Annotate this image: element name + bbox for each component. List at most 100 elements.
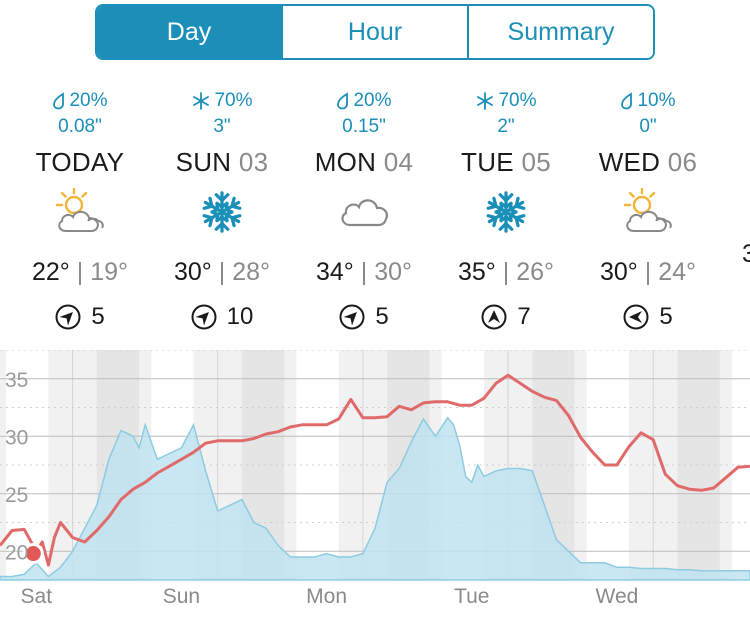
snow-small-icon xyxy=(193,92,210,110)
day-column-sun[interactable]: 70% 3" SUN 03 30° | 28° 10 xyxy=(152,88,292,332)
wind: 7 xyxy=(436,302,576,332)
raindrop-icon xyxy=(621,92,633,110)
day-name-label: MON xyxy=(314,147,377,177)
precip-amount: 2" xyxy=(497,116,515,137)
precip-chance: 20% xyxy=(10,88,150,114)
y-tick-label: 20 xyxy=(5,541,28,564)
wind-direction-icon xyxy=(191,304,217,330)
x-day-label: Tue xyxy=(454,585,489,608)
precip-amount: 0.08" xyxy=(58,116,102,137)
precip-chance-value: 10% xyxy=(637,90,676,111)
snow-small-icon xyxy=(477,92,494,110)
temperature-line xyxy=(0,373,750,567)
wind-speed: 7 xyxy=(517,303,531,330)
next-day-temp-partial: 3 xyxy=(742,240,750,268)
forecast-chart[interactable]: 35 30 25 20 Sat Sun Mon Tue Wed xyxy=(0,349,750,635)
wind-direction-icon xyxy=(339,304,365,330)
temperature-range: 22° | 19° xyxy=(10,256,150,288)
wind-speed: 5 xyxy=(659,303,673,330)
precip-chance: 20% xyxy=(294,88,434,114)
x-day-label: Wed xyxy=(596,585,639,608)
temperature-range: 30° | 24° xyxy=(578,256,718,288)
precip-chance: 10% xyxy=(578,88,718,114)
current-time-marker xyxy=(22,543,44,565)
precip-chance: 70% xyxy=(436,88,576,114)
low-temp: 26° xyxy=(516,258,555,286)
tab-hour[interactable]: Hour xyxy=(281,6,467,58)
day-column-mon[interactable]: 20% 0.15" MON 04 34° | 30° 5 xyxy=(294,88,434,332)
temperature-range: 30° | 28° xyxy=(152,256,292,288)
tab-day[interactable]: Day xyxy=(97,6,281,58)
raindrop-icon xyxy=(337,92,349,110)
day-name: TODAY xyxy=(10,146,150,178)
wind: 5 xyxy=(578,302,718,332)
day-name: MON 04 xyxy=(294,146,434,178)
wind-direction-icon xyxy=(55,304,81,330)
temperature-range: 35° | 26° xyxy=(436,256,576,288)
partly-cloudy-icon xyxy=(623,188,672,232)
day-name-label: TUE xyxy=(461,147,514,177)
snowflake-icon xyxy=(202,191,242,233)
wind-speed: 5 xyxy=(375,303,389,330)
day-name: TUE 05 xyxy=(436,146,576,178)
wind-direction-icon xyxy=(481,304,507,330)
low-temp: 24° xyxy=(658,258,697,286)
temp-separator: | xyxy=(218,258,226,286)
day-name: WED 06 xyxy=(578,146,718,178)
day-number: 06 xyxy=(667,147,698,177)
x-day-label: Mon xyxy=(306,585,347,608)
partly-cloudy-icon xyxy=(55,188,104,232)
precip-amount: 0.15" xyxy=(342,116,386,137)
x-day-label: Sun xyxy=(163,585,200,608)
temp-separator: | xyxy=(360,258,368,286)
day-name: SUN 03 xyxy=(152,146,292,178)
temp-separator: | xyxy=(502,258,510,286)
temperature-range: 34° | 30° xyxy=(294,256,434,288)
raindrop-icon xyxy=(53,92,65,110)
temp-separator: | xyxy=(644,258,652,286)
wind: 5 xyxy=(10,302,150,332)
high-temp: 30° xyxy=(599,258,638,286)
day-name-label: SUN xyxy=(175,147,232,177)
view-tabs: Day Hour Summary xyxy=(95,4,655,60)
tab-summary[interactable]: Summary xyxy=(467,6,653,58)
wind: 10 xyxy=(152,302,292,332)
forecast-chart-svg: 35 30 25 20 Sat Sun Mon Tue Wed xyxy=(0,349,750,608)
y-tick-label: 25 xyxy=(5,484,28,507)
precip-chance-value: 20% xyxy=(69,90,108,111)
wind-speed: 5 xyxy=(91,303,105,330)
day-column-tue[interactable]: 70% 2" TUE 05 35° | 26° 7 xyxy=(436,88,576,332)
x-day-label: Sat xyxy=(21,585,53,608)
day-name-label: WED xyxy=(598,147,661,177)
weather-icon xyxy=(152,182,292,242)
day-column-today[interactable]: 20% 0.08" TODAY 22° | 19° 5 xyxy=(10,88,150,332)
weather-icon xyxy=(436,182,576,242)
high-temp: 34° xyxy=(315,258,354,286)
weather-icon xyxy=(294,182,434,242)
weather-icon xyxy=(10,182,150,242)
precip-chance: 70% xyxy=(152,88,292,114)
precip-amount: 3" xyxy=(213,116,231,137)
precip-amount: 0" xyxy=(639,116,657,137)
y-tick-label: 30 xyxy=(5,426,28,449)
low-temp: 30° xyxy=(374,258,413,286)
day-column-wed[interactable]: 10% 0" WED 06 30° | 24° 5 xyxy=(578,88,718,332)
wind: 5 xyxy=(294,302,434,332)
night-band xyxy=(677,350,720,580)
snowflake-icon xyxy=(486,191,526,233)
temp-separator: | xyxy=(76,258,84,286)
day-number: 03 xyxy=(238,147,269,177)
wind-speed: 10 xyxy=(226,303,254,330)
wind-direction-icon xyxy=(623,304,649,330)
day-number: 04 xyxy=(383,147,414,177)
weather-icon xyxy=(578,182,718,242)
cloud-icon xyxy=(341,199,388,227)
day-number: 05 xyxy=(521,147,551,177)
precip-chance-value: 20% xyxy=(353,90,392,111)
low-temp: 28° xyxy=(232,258,271,286)
high-temp: 35° xyxy=(457,258,496,286)
y-tick-label: 35 xyxy=(5,369,28,392)
high-temp: 22° xyxy=(31,258,70,286)
precip-chance-value: 70% xyxy=(498,90,537,111)
daylight-band xyxy=(296,350,339,580)
